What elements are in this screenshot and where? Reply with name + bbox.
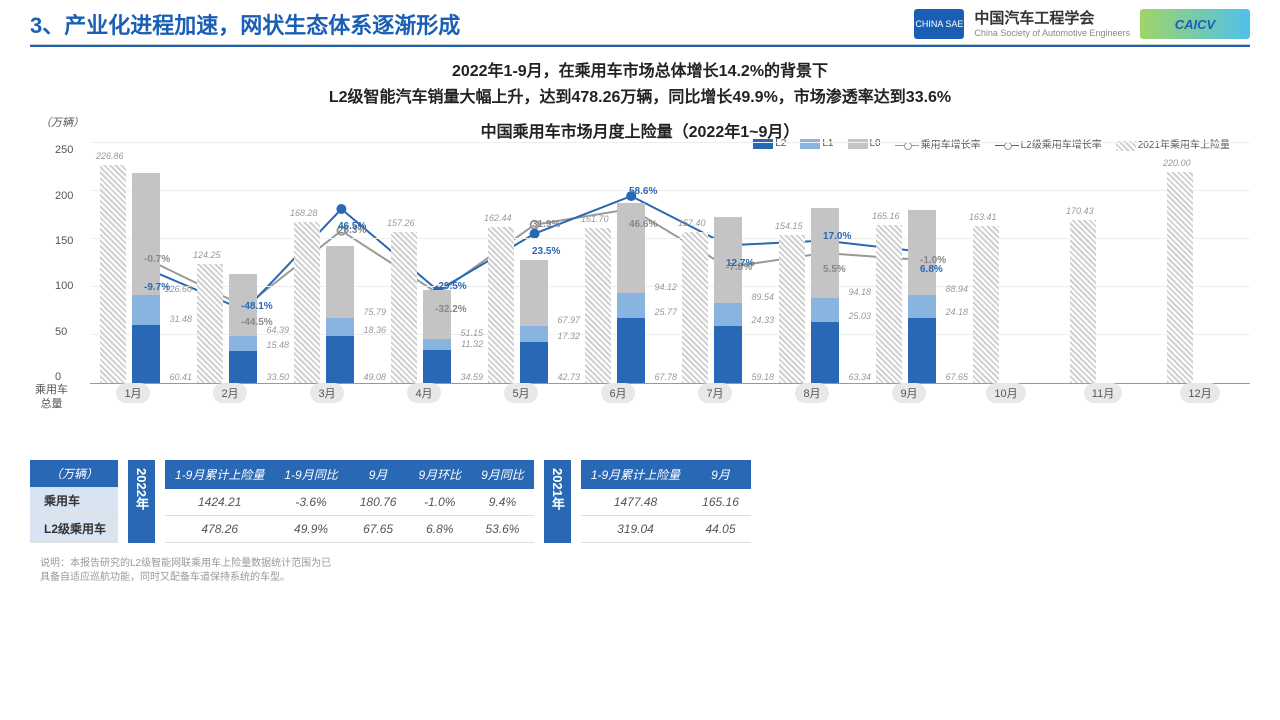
logos: CHINA SAE 中国汽车工程学会 China Society of Auto… [914,9,1250,39]
chart: （万辆） 中国乘用车市场月度上险量（2022年1~9月） L2 L1 L0 .l… [30,118,1250,428]
row-label: 乘用车总量 [35,383,68,412]
year-2022-label: 2022年 [128,460,155,543]
table-2022-data: 1-9月累计上险量1-9月同比9月9月环比9月同比1424.21-3.6%180… [165,460,534,543]
table-2022: （万辆） 乘用车 L2级乘用车 [30,460,118,543]
sae-logo-icon: CHINA SAE [914,9,964,39]
header: 3、产业化进程加速，网状生态体系逐渐形成 CHINA SAE 中国汽车工程学会 … [0,0,1280,40]
plot-area: 250200150100500 乘用车总量 226.8660.4131.4812… [90,144,1250,384]
tables: （万辆） 乘用车 L2级乘用车 2022年 1-9月累计上险量1-9月同比9月9… [30,460,1250,543]
y-axis: 250200150100500 [55,144,73,383]
table-2021-data: 1-9月累计上险量9月1477.48165.16319.0444.05 [581,460,751,543]
divider [30,44,1250,47]
footnote: 说明：本报告研究的L2级智能网联乘用车上险量数据统计范围为已具备自适应巡航功能，… [40,557,1240,585]
year-2021-label: 2021年 [544,460,571,543]
page-title: 3、产业化进程加速，网状生态体系逐渐形成 [30,8,460,40]
summary: 2022年1-9月，在乘用车市场总体增长14.2%的背景下 L2级智能汽车销量大… [0,59,1280,110]
caicv-logo-icon: CAICV [1140,9,1250,39]
org-name: 中国汽车工程学会 China Society of Automotive Eng… [974,10,1130,38]
